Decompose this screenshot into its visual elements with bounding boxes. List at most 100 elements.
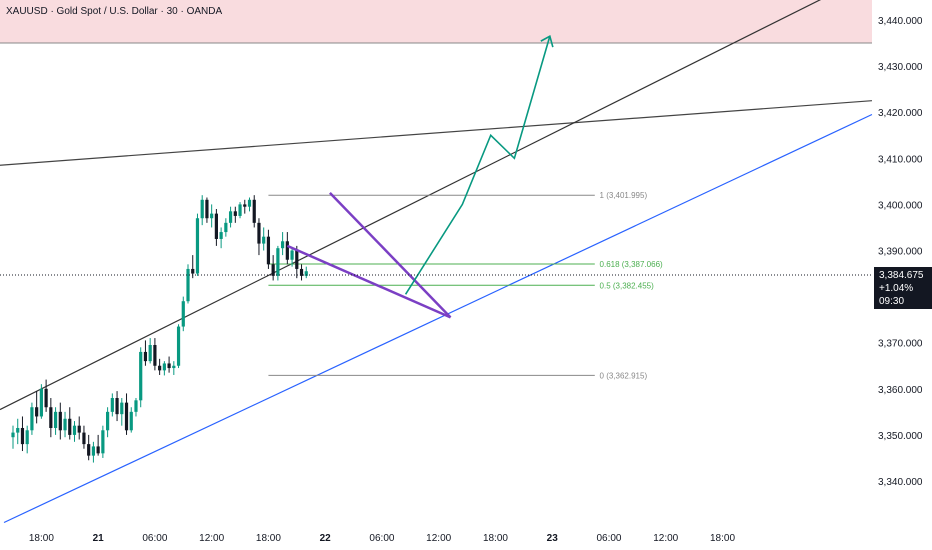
candle-body — [25, 430, 29, 445]
candle-body — [87, 444, 91, 456]
resistance-zone — [0, 0, 872, 44]
long-trendline — [0, 100, 873, 166]
x-axis-tick-label: 18:00 — [483, 533, 508, 544]
candle-body — [96, 446, 100, 454]
candle-body — [172, 365, 176, 369]
y-axis-tick-label: 3,390.000 — [878, 247, 923, 258]
y-axis-tick-label: 3,430.000 — [878, 62, 923, 73]
candle-body — [176, 326, 181, 366]
candle-body — [243, 204, 247, 207]
candle-body — [247, 199, 252, 207]
candle-body — [39, 388, 43, 417]
y-axis-tick-label: 3,440.000 — [878, 16, 923, 27]
candle-body — [72, 425, 77, 435]
candle-body — [210, 213, 214, 219]
candle-body — [106, 411, 110, 431]
y-axis-tick-label: 3,360.000 — [878, 385, 923, 396]
candle-body — [143, 351, 148, 362]
wedge-lower-line — [286, 244, 452, 319]
price-change: +1.04% — [879, 283, 914, 294]
channel-upper-line — [0, 0, 822, 411]
candle-body — [16, 427, 20, 433]
candle-body — [110, 398, 114, 412]
candle-body — [82, 432, 86, 445]
candle-body — [101, 430, 105, 454]
x-axis-tick-label: 06:00 — [369, 533, 394, 544]
symbol-title[interactable]: XAUUSD · Gold Spot / U.S. Dollar · 30 · … — [6, 6, 223, 17]
candle-body — [266, 236, 271, 265]
candle-body — [228, 211, 233, 223]
candle-body — [285, 241, 289, 260]
candle-body — [200, 199, 204, 219]
x-axis-tick-label: 18:00 — [29, 533, 54, 544]
candle-body — [252, 199, 256, 223]
y-axis-tick-label: 3,340.000 — [878, 477, 923, 488]
candle-body — [257, 222, 261, 244]
candle-body — [271, 264, 275, 276]
fib-level-label: 0.618 (3,387.066) — [600, 260, 663, 269]
fib-level-label: 1 (3,401.995) — [600, 191, 648, 200]
candle-body — [134, 400, 138, 412]
candle-body — [63, 418, 67, 431]
current-price: 3,384.675 — [879, 270, 924, 281]
bar-countdown: 09:30 — [879, 296, 905, 307]
x-axis-tick-label: 06:00 — [596, 533, 621, 544]
candle-body — [30, 407, 34, 431]
candle-body — [304, 271, 308, 276]
candle-body — [281, 241, 285, 249]
x-axis-tick-label: 12:00 — [653, 533, 678, 544]
candle-body — [195, 218, 200, 274]
candle-body — [124, 402, 129, 431]
x-axis-tick-label: 18:00 — [710, 533, 735, 544]
current-price-label: 3,384.675 +1.04% 09:30 — [874, 267, 932, 309]
candle-body — [49, 407, 53, 428]
candle-body — [219, 232, 223, 239]
candle-body — [20, 427, 25, 445]
x-axis-tick-label: 22 — [320, 533, 332, 544]
fib-level-label: 0 (3,362.915) — [600, 371, 648, 380]
candle-body — [77, 425, 81, 433]
x-axis-tick-label: 23 — [547, 533, 559, 544]
projection-path — [404, 35, 551, 295]
candle-body — [290, 250, 294, 260]
x-axis-tick-label: 18:00 — [256, 533, 281, 544]
candle-body — [148, 345, 152, 362]
candle-body — [115, 398, 119, 415]
candle-body — [233, 211, 237, 216]
candle-body — [35, 407, 39, 417]
candle-body — [214, 213, 218, 239]
y-axis-tick-label: 3,400.000 — [878, 200, 923, 211]
candle-body — [139, 351, 143, 401]
candle-body — [299, 268, 304, 276]
candle-body — [53, 411, 58, 428]
candle-body — [238, 204, 242, 216]
fib-level-label: 0.5 (3,382.455) — [600, 281, 655, 290]
candle-body — [91, 446, 96, 456]
candle-body — [11, 432, 15, 438]
x-axis-tick-label: 06:00 — [142, 533, 167, 544]
x-axis-tick-label: 12:00 — [199, 533, 224, 544]
candle-body — [186, 268, 190, 302]
candle-body — [120, 402, 124, 415]
y-axis-tick-label: 3,370.000 — [878, 339, 923, 350]
candle-body — [191, 268, 195, 274]
wedge-upper-line — [329, 192, 452, 319]
candle-body — [167, 363, 171, 369]
candle-body — [58, 411, 62, 431]
candle-body — [162, 363, 166, 371]
candle-body — [276, 248, 280, 276]
y-axis-tick-label: 3,420.000 — [878, 108, 923, 119]
candle-body — [224, 222, 228, 233]
candle-body — [181, 301, 185, 327]
candle-body — [68, 418, 72, 435]
x-axis-tick-label: 21 — [93, 533, 105, 544]
channel-lower-line — [3, 113, 873, 524]
candle-body — [295, 250, 299, 269]
candle-body — [129, 411, 133, 431]
y-axis-tick-label: 3,410.000 — [878, 154, 923, 165]
y-axis-tick-label: 3,350.000 — [878, 431, 923, 442]
candle-body — [205, 199, 209, 219]
candle-body — [153, 345, 157, 366]
